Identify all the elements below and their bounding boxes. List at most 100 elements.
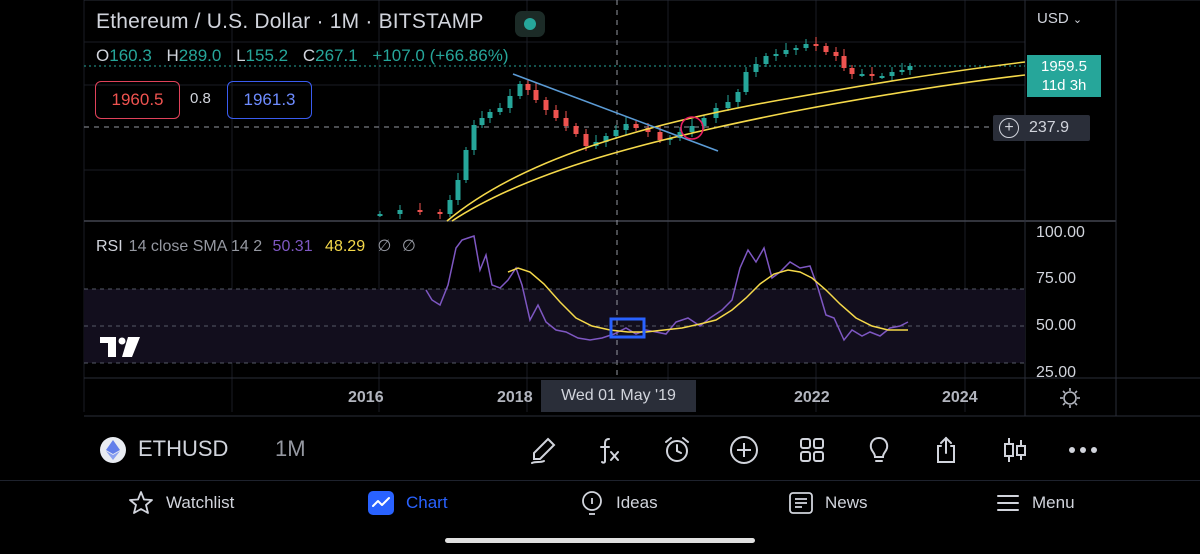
- candle-body: [645, 128, 651, 132]
- candle-body: [623, 124, 629, 130]
- candle-body: [803, 44, 809, 48]
- candle-body: [899, 70, 905, 72]
- rsi-sma-value: 48.29: [325, 238, 366, 255]
- time-label-2024: 2024: [942, 389, 978, 406]
- candle-body: [907, 66, 913, 70]
- tradingview-logo: [100, 337, 140, 357]
- candle-body: [563, 118, 569, 126]
- alarm-clock-icon[interactable]: [657, 430, 697, 470]
- buy-button[interactable]: 1961.3: [227, 81, 312, 119]
- candle-body: [793, 48, 799, 50]
- rsi-line: [425, 235, 909, 342]
- currency-label: USD: [1037, 10, 1069, 27]
- candle-body: [437, 212, 443, 214]
- open-value: 160.3: [109, 46, 152, 65]
- low-value: 155.2: [245, 46, 289, 65]
- chart-icon: [368, 491, 394, 515]
- rsi-axis-25: 25.00: [1036, 364, 1077, 377]
- rsi-sma-line: [507, 267, 908, 333]
- bottom-navigation: [0, 480, 1200, 527]
- star-icon: [128, 490, 154, 516]
- candle-body: [879, 76, 885, 78]
- candle-body: [689, 126, 695, 132]
- candle-body: [823, 46, 829, 52]
- open-label: O: [96, 46, 110, 65]
- fx-icon[interactable]: [589, 430, 629, 470]
- news-icon: [789, 492, 813, 514]
- timeframe-selector[interactable]: 1M: [275, 436, 306, 461]
- candle-body: [833, 52, 839, 56]
- brush-icon[interactable]: [523, 430, 563, 470]
- sell-button[interactable]: 1960.5: [95, 81, 180, 119]
- nav-chart[interactable]: Chart: [368, 490, 448, 516]
- candles-icon[interactable]: [995, 430, 1035, 470]
- candle-body: [841, 56, 847, 68]
- candle-body: [573, 126, 579, 134]
- lightbulb-icon[interactable]: [859, 430, 899, 470]
- candle-body: [725, 102, 731, 108]
- crosshair-price-value: 237.9: [1029, 119, 1070, 136]
- nav-news[interactable]: News: [789, 490, 868, 516]
- candle-body: [479, 118, 485, 125]
- symbol-selector[interactable]: ETHUSD: [138, 436, 229, 461]
- candle-body: [471, 125, 477, 150]
- candle-body: [701, 118, 707, 126]
- candle-body: [657, 132, 663, 140]
- candle-body: [677, 132, 683, 138]
- nav-menu[interactable]: Menu: [996, 490, 1075, 516]
- candle-body: [743, 72, 749, 92]
- candle-body: [753, 64, 759, 72]
- candle-body: [773, 54, 779, 56]
- settings-gear-icon[interactable]: [1058, 386, 1082, 415]
- rsi-axis-100: 100.00: [1036, 224, 1085, 241]
- candle-body: [447, 200, 453, 214]
- rsi-extra-1: ∅: [377, 238, 392, 255]
- nav-ideas[interactable]: Ideas: [580, 490, 658, 516]
- time-label-2016: 2016: [348, 389, 384, 406]
- nav-menu-label: Menu: [1032, 493, 1075, 512]
- candle-body: [603, 136, 609, 142]
- rsi-axis-50: 50.00: [1036, 317, 1077, 334]
- regression-curve-lower: [451, 74, 1026, 222]
- candle-body: [455, 180, 461, 200]
- market-open-dot-icon: [524, 18, 536, 30]
- market-status-indicator[interactable]: [515, 11, 545, 37]
- candle-body: [813, 44, 819, 46]
- crosshair-price-tag[interactable]: + 237.9: [993, 115, 1090, 141]
- more-icon[interactable]: [1063, 430, 1103, 470]
- add-indicator-plus-icon[interactable]: [724, 430, 764, 470]
- rsi-name: RSI: [96, 238, 123, 255]
- share-icon[interactable]: [926, 430, 966, 470]
- currency-selector[interactable]: USD ⌄: [1037, 10, 1082, 27]
- candle-body: [869, 74, 875, 76]
- ethereum-logo-icon[interactable]: [100, 437, 126, 463]
- candle-body: [497, 108, 503, 112]
- rsi-band: [84, 289, 1025, 363]
- nav-chart-label: Chart: [406, 493, 448, 512]
- candle-body: [417, 210, 423, 212]
- breakout-circle: [680, 116, 704, 140]
- rsi-legend[interactable]: RSI 14 close SMA 14 2 50.31 48.29 ∅ ∅: [96, 236, 422, 256]
- nav-watchlist[interactable]: Watchlist: [128, 490, 234, 516]
- spread-value: 0.8: [190, 90, 211, 107]
- candlesticks: [377, 37, 913, 219]
- high-value: 289.0: [178, 46, 222, 65]
- candle-body: [849, 68, 855, 74]
- ohlc-values: O160.3 H289.0 L155.2 C267.1 +107.0 (+66.…: [96, 46, 519, 66]
- low-label: L: [236, 46, 246, 65]
- nav-watchlist-label: Watchlist: [166, 493, 235, 512]
- candle-body: [553, 110, 559, 118]
- rsi-axis-75: 75.00: [1036, 270, 1077, 287]
- candle-body: [633, 124, 639, 128]
- candle-body: [763, 56, 769, 64]
- nav-ideas-label: Ideas: [616, 493, 658, 512]
- candle-body: [889, 72, 895, 76]
- plus-circle-icon[interactable]: +: [999, 118, 1019, 138]
- regression-curve-upper: [446, 61, 1026, 222]
- candle-body: [735, 92, 741, 102]
- rsi-extra-2: ∅: [401, 238, 416, 255]
- chart-title[interactable]: Ethereum / U.S. Dollar · 1M · BITSTAMP: [96, 10, 484, 33]
- candle-body: [507, 96, 513, 108]
- grid-layout-icon[interactable]: [792, 430, 832, 470]
